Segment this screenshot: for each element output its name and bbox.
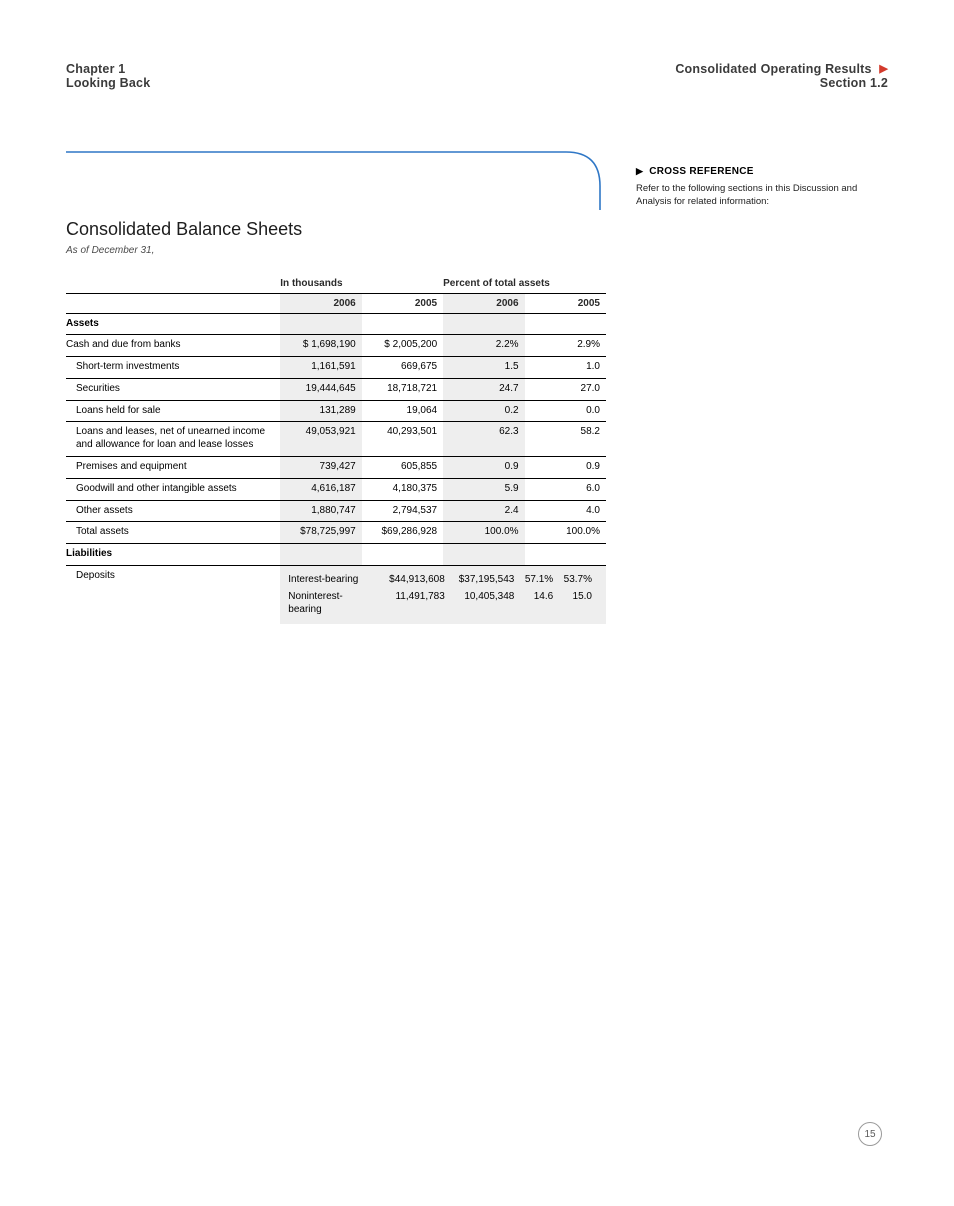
table-row: DepositsInterest-bearing$44,913,608$37,1… bbox=[66, 566, 606, 609]
header-section-number: Section 1.2 bbox=[675, 76, 888, 90]
col-year-2006-a: 2006 bbox=[280, 293, 361, 313]
table-row-section: Assets bbox=[66, 313, 606, 335]
triangle-icon: ▶ bbox=[636, 166, 643, 177]
header-section-title: Consolidated Operating Results ▶ bbox=[675, 62, 888, 76]
table-head: In thousands Percent of total assets 200… bbox=[66, 274, 606, 314]
page-title: Consolidated Balance Sheets bbox=[66, 218, 606, 241]
page-number: 15 bbox=[858, 1122, 882, 1146]
main-column: Consolidated Balance Sheets As of Decemb… bbox=[66, 150, 606, 624]
header-left: Chapter 1 Looking Back bbox=[66, 62, 150, 90]
running-header: Chapter 1 Looking Back Consolidated Oper… bbox=[66, 62, 888, 90]
cross-ref-note: Refer to the following sections in this … bbox=[636, 183, 888, 209]
table-row: Other assets1,880,7472,794,5372.44.0 bbox=[66, 500, 606, 522]
header-right: Consolidated Operating Results ▶ Section… bbox=[675, 62, 888, 90]
col-year-2006-b: 2006 bbox=[443, 293, 524, 313]
table-row: Premises and equipment739,427605,8550.90… bbox=[66, 457, 606, 479]
cross-ref-heading: ▶ CROSS REFERENCE bbox=[636, 166, 888, 177]
balance-sheet-table: In thousands Percent of total assets 200… bbox=[66, 274, 606, 625]
page-root: Chapter 1 Looking Back Consolidated Oper… bbox=[0, 0, 954, 1206]
col-year-2005-b: 2005 bbox=[525, 293, 606, 313]
col-group-percent: Percent of total assets bbox=[443, 274, 606, 294]
curve-rule-icon bbox=[66, 150, 606, 210]
header-chapter-title: Looking Back bbox=[66, 76, 150, 90]
table-row: Securities19,444,64518,718,72124.727.0 bbox=[66, 378, 606, 400]
table-row: Total assets$78,725,997$69,286,928100.0%… bbox=[66, 522, 606, 544]
table-row: Loans and leases, net of unearned income… bbox=[66, 422, 606, 457]
header-chapter: Chapter 1 bbox=[66, 62, 150, 76]
page-subtitle: As of December 31, bbox=[66, 245, 606, 256]
table-row-section: Liabilities bbox=[66, 544, 606, 566]
table-row: Goodwill and other intangible assets4,61… bbox=[66, 478, 606, 500]
table-row: Short-term investments1,161,591669,6751.… bbox=[66, 357, 606, 379]
cross-reference-sidebar: ▶ CROSS REFERENCE Refer to the following… bbox=[636, 166, 888, 217]
col-group-thousands: In thousands bbox=[280, 274, 443, 294]
table-row: Loans held for sale131,28919,0640.20.0 bbox=[66, 400, 606, 422]
table-body: AssetsCash and due from banks$ 1,698,190… bbox=[66, 313, 606, 624]
triangle-right-icon: ▶ bbox=[879, 62, 888, 75]
col-year-2005-a: 2005 bbox=[362, 293, 443, 313]
col-blank bbox=[66, 293, 280, 313]
table-row: Cash and due from banks$ 1,698,190$ 2,00… bbox=[66, 335, 606, 357]
cross-ref-heading-text: CROSS REFERENCE bbox=[649, 166, 754, 177]
title-rule bbox=[66, 150, 606, 210]
